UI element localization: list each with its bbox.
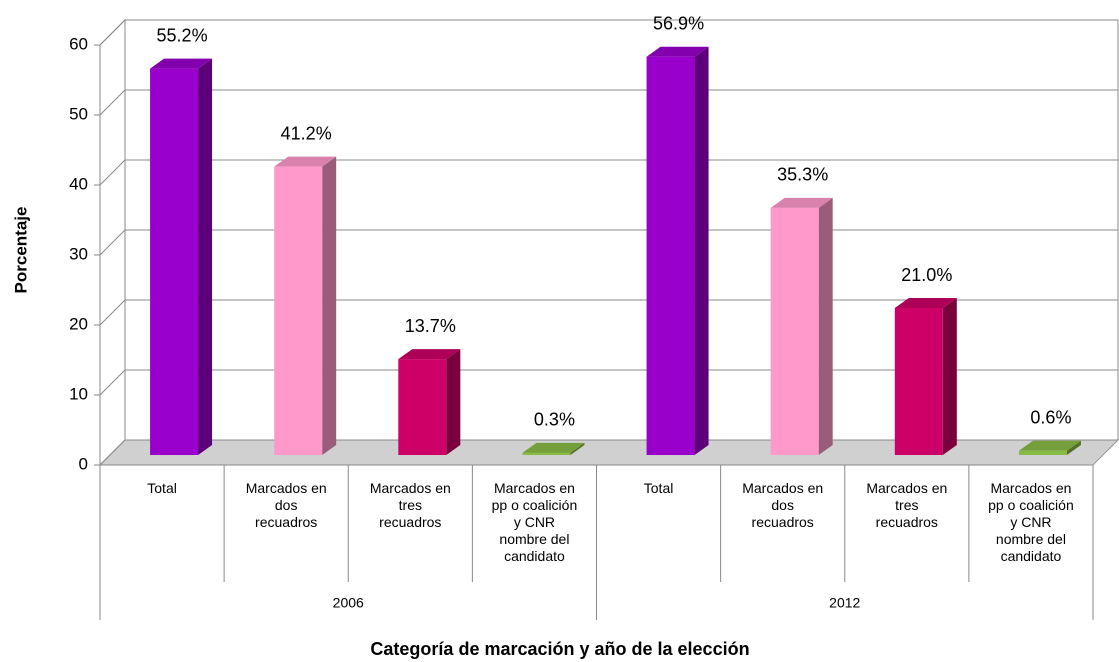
y-tick-label: 30: [69, 244, 88, 263]
bar-side: [1066, 440, 1081, 455]
y-tick-label: 0: [79, 454, 88, 473]
group-label: 2006: [333, 595, 364, 611]
bar-top: [274, 156, 337, 167]
grid-line: [99, 439, 126, 466]
x-tick-label: Marcados en tres recuadros: [369, 480, 451, 530]
x-tick-label: Marcados en tres recuadros: [866, 480, 948, 530]
bar: [894, 308, 943, 455]
bar: [1018, 450, 1067, 455]
grid-line: [99, 89, 126, 116]
y-tick-label: 60: [69, 34, 88, 53]
bar: [274, 166, 323, 455]
x-tick-label: Marcados en pp o coalición y CNR nombre …: [491, 480, 578, 564]
x-tick-label: Marcados en dos recuadros: [742, 480, 824, 530]
bar-side: [446, 349, 461, 455]
bar-side: [818, 197, 833, 455]
y-axis-title: Porcentaje: [11, 207, 30, 294]
bar: [398, 359, 447, 455]
grid-line: [99, 159, 126, 186]
value-label: 41.2%: [281, 123, 332, 143]
bar-top: [646, 46, 709, 57]
value-label: 13.7%: [405, 316, 456, 336]
bar: [522, 452, 571, 455]
group-label: 2012: [829, 595, 860, 611]
x-tick-label: Total: [643, 480, 674, 496]
value-label: 56.9%: [653, 13, 704, 33]
y-tick-label: 10: [69, 384, 88, 403]
bar-top: [770, 197, 833, 208]
bar: [770, 207, 819, 455]
y-tick-label: 40: [69, 174, 88, 193]
bar-side: [198, 58, 213, 455]
y-tick-label: 50: [69, 104, 88, 123]
bar-top: [1018, 440, 1081, 451]
grid-line: [99, 299, 126, 326]
x-tick-label: Marcados en dos recuadros: [245, 480, 327, 530]
y-tick-label: 20: [69, 314, 88, 333]
value-label: 55.2%: [157, 25, 208, 45]
bar-top: [522, 442, 585, 453]
floor: [98, 439, 1119, 466]
bar-side: [322, 156, 337, 455]
x-tick-label: Total: [147, 480, 177, 496]
wall-edge: [99, 19, 126, 46]
bar-side: [694, 46, 709, 455]
bar: [646, 56, 695, 455]
bar-side: [942, 298, 957, 455]
value-label: 0.3%: [534, 410, 575, 430]
bar-top: [894, 298, 957, 308]
grid-line: [99, 229, 126, 256]
x-tick-label: Marcados en pp o coalición y CNR nombre …: [988, 480, 1074, 564]
bar: [150, 68, 199, 455]
bar-top: [150, 58, 213, 69]
value-label: 35.3%: [777, 165, 828, 185]
bar-top: [398, 349, 461, 360]
grid-line: [99, 369, 126, 396]
value-label: 0.6%: [1030, 408, 1071, 428]
bar-side: [570, 442, 585, 455]
value-label: 21.0%: [901, 265, 952, 285]
x-axis-title: Categoría de marcación y año de la elecc…: [370, 639, 749, 659]
